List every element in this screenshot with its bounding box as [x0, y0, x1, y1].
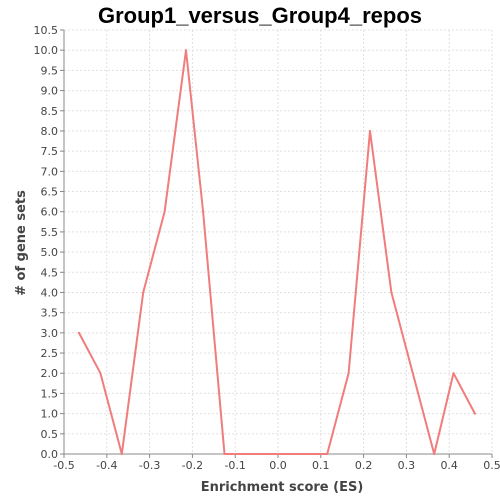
y-tick-label: 10.5 — [34, 24, 59, 37]
y-tick-label: 9.5 — [41, 64, 59, 77]
x-tick-label: 0.5 — [483, 459, 500, 472]
data-point — [369, 129, 372, 132]
data-point — [473, 412, 476, 415]
data-point — [390, 291, 393, 294]
y-tick-label: 0.0 — [41, 448, 59, 461]
grid — [64, 29, 493, 454]
x-tick-label: 0.0 — [269, 459, 287, 472]
x-tick-label: -0.5 — [53, 459, 74, 472]
data-point — [120, 453, 123, 455]
x-tick-label: 0.3 — [398, 459, 416, 472]
y-tick-label: 6.0 — [41, 206, 59, 219]
x-tick-label: 0.1 — [312, 459, 330, 472]
y-tick-label: 5.0 — [41, 246, 59, 259]
y-tick-label: 1.5 — [41, 387, 59, 400]
data-point — [223, 453, 226, 455]
data-point — [411, 372, 414, 375]
x-axis-title: Enrichment score (ES) — [201, 480, 364, 495]
data-point — [452, 372, 455, 375]
y-tick-label: 5.5 — [41, 226, 59, 239]
y-tick-label: 4.0 — [41, 286, 59, 299]
y-tick-label: 0.5 — [41, 428, 59, 441]
data-point — [433, 453, 436, 455]
x-tick-label: 0.2 — [355, 459, 373, 472]
data-point — [163, 210, 166, 213]
x-tick-label: -0.3 — [139, 459, 160, 472]
y-tick-label: 2.0 — [41, 367, 59, 380]
data-point — [77, 331, 80, 334]
data-point — [99, 372, 102, 375]
x-tick-label: -0.2 — [182, 459, 203, 472]
y-tick-label: 10.0 — [34, 44, 59, 57]
x-tick-label: -0.4 — [96, 459, 117, 472]
series — [77, 49, 476, 455]
data-point — [202, 210, 205, 213]
y-tick-label: 2.5 — [41, 347, 59, 360]
chart-title: Group1_versus_Group4_repos — [97, 3, 422, 28]
series-line — [78, 49, 476, 455]
data-point — [142, 291, 145, 294]
y-tick-label: 7.0 — [41, 165, 59, 178]
y-tick-label: 7.5 — [41, 145, 59, 158]
data-point — [326, 453, 329, 455]
y-tick-label: 3.0 — [41, 327, 59, 340]
y-tick-label: 9.0 — [41, 85, 59, 98]
x-tick-label: 0.4 — [440, 459, 458, 472]
y-tick-label: 1.0 — [41, 408, 59, 421]
data-point — [184, 49, 187, 52]
y-tick-label: 3.5 — [41, 307, 59, 320]
y-axis-title: # of gene sets — [14, 190, 29, 296]
data-point — [347, 372, 350, 375]
x-tick-label: -0.1 — [224, 459, 245, 472]
y-tick-label: 8.5 — [41, 105, 59, 118]
y-tick-label: 4.5 — [41, 266, 59, 279]
y-tick-label: 6.5 — [41, 186, 59, 199]
tick-labels: 0.0 0.5 1.0 1.5 2.0 2.5 3.0 3.5 4.0 4.5 5.0 5.5 6.0 6… — [34, 24, 500, 472]
y-tick-label: 8.0 — [41, 125, 59, 138]
